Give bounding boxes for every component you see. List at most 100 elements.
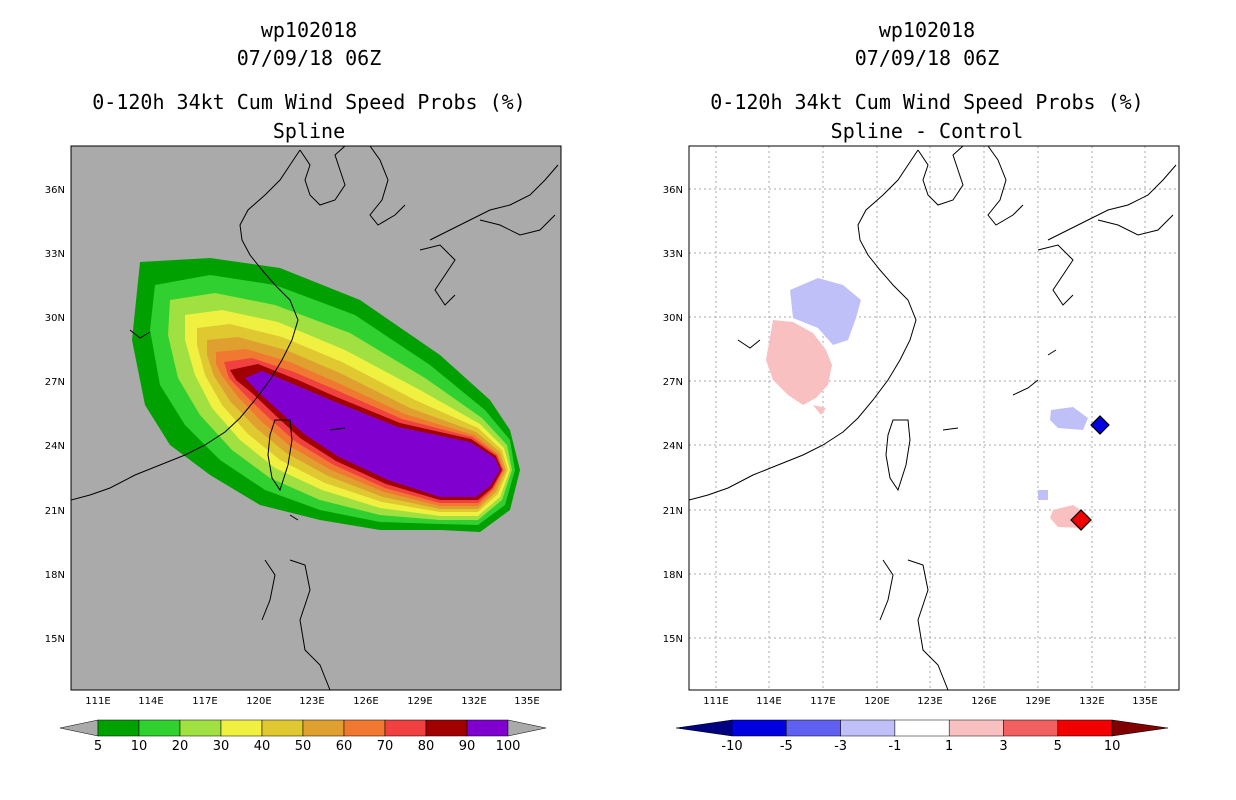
map-frame xyxy=(688,145,1180,691)
datetime-title: 07/09/18 06Z xyxy=(854,46,1000,70)
lat-tick: 33N xyxy=(663,249,683,260)
contour-positive-1 xyxy=(813,405,826,415)
lon-tick: 117E xyxy=(192,696,217,707)
lat-tick: 27N xyxy=(663,377,683,388)
colorbar-bin xyxy=(220,719,263,737)
map-background xyxy=(689,146,1179,690)
colorbar-bin xyxy=(466,719,509,737)
colorbar-bin xyxy=(731,719,787,737)
datetime-title: 07/09/18 06Z xyxy=(236,46,382,70)
lat-tick: 30N xyxy=(663,313,683,324)
colorbar-bin xyxy=(179,719,222,737)
contour-outlines xyxy=(1070,415,1110,531)
colorbar-label: 1 xyxy=(945,739,953,754)
colorbar-label: 20 xyxy=(172,739,189,754)
lat-tick: 36N xyxy=(45,185,65,196)
lat-ticks: 36N 33N 30N 27N 24N 21N 18N 15N xyxy=(45,185,65,645)
lon-tick: 114E xyxy=(138,696,163,707)
colorbar-label: 30 xyxy=(213,739,230,754)
lat-ticks: 36N 33N 30N 27N 24N 21N 18N 15N xyxy=(663,185,683,645)
colorbar-label: 90 xyxy=(459,739,476,754)
colorbar-label: -5 xyxy=(780,739,793,754)
colorbar-bin xyxy=(138,719,181,737)
lat-tick: 36N xyxy=(663,185,683,196)
lat-tick: 30N xyxy=(45,313,65,324)
colorbar-bin xyxy=(343,719,386,737)
colorbar-high-arrow xyxy=(1111,719,1169,737)
colorbar-bin xyxy=(1003,719,1059,737)
method-title: Spline xyxy=(272,119,346,143)
colorbar-label: -3 xyxy=(834,739,847,754)
contour-positive-1 xyxy=(766,320,832,405)
lat-tick: 18N xyxy=(663,570,683,581)
colorbar-bin xyxy=(786,719,841,737)
storm-id-title: wp102018 xyxy=(260,18,358,42)
colorbar-low-arrow xyxy=(675,719,733,737)
lat-tick: 21N xyxy=(45,506,65,517)
colorbar-bin xyxy=(384,719,427,737)
colorbar-low-arrow xyxy=(59,719,99,737)
difference-panel: wp102018 07/09/18 06Z 0-120h 34kt Cum Wi… xyxy=(618,0,1236,800)
lon-tick: 111E xyxy=(85,696,110,707)
lon-tick: 114E xyxy=(756,696,781,707)
colorbar-bin xyxy=(840,719,896,737)
lat-tick: 24N xyxy=(663,441,683,452)
lon-ticks: 111E 114E 117E 120E 123E 126E 129E 132E … xyxy=(85,696,539,707)
lon-tick: 135E xyxy=(1132,696,1157,707)
lat-tick: 33N xyxy=(45,249,65,260)
probability-colorbar: 5 10 20 30 40 50 60 70 80 90 100 xyxy=(59,719,547,754)
colorbar-bin xyxy=(948,719,1004,737)
lat-tick: 24N xyxy=(45,441,65,452)
product-title: 0-120h 34kt Cum Wind Speed Probs (%) xyxy=(710,90,1144,114)
colorbar-label: 3 xyxy=(999,739,1007,754)
lon-ticks: 111E 114E 117E 120E 123E 126E 129E 132E … xyxy=(703,696,1157,707)
lon-tick: 126E xyxy=(971,696,996,707)
lat-tick: 15N xyxy=(45,634,65,645)
colorbar-high-arrow xyxy=(507,719,547,737)
lon-tick: 132E xyxy=(1079,696,1104,707)
lon-tick: 132E xyxy=(461,696,486,707)
colorbar-label: -1 xyxy=(888,739,901,754)
colorbar-label: 40 xyxy=(254,739,271,754)
lon-tick: 129E xyxy=(1025,696,1050,707)
lon-tick: 120E xyxy=(246,696,271,707)
coastlines xyxy=(71,146,559,690)
colorbar-label: 5 xyxy=(94,739,102,754)
colorbar-bin xyxy=(261,719,304,737)
colorbar-label: 50 xyxy=(295,739,312,754)
colorbar-label: 5 xyxy=(1054,739,1062,754)
spline-map: 111E 114E 117E 120E 123E 126E 129E 132E … xyxy=(45,145,562,754)
colorbar-label: 60 xyxy=(336,739,353,754)
method-title: Spline - Control xyxy=(830,119,1024,143)
lon-tick: 117E xyxy=(810,696,835,707)
graticule xyxy=(689,146,1179,690)
lat-tick: 27N xyxy=(45,377,65,388)
spline-panel: wp102018 07/09/18 06Z 0-120h 34kt Cum Wi… xyxy=(45,18,562,754)
lon-tick: 123E xyxy=(917,696,942,707)
contour-negative-1 xyxy=(790,278,861,345)
lat-tick: 21N xyxy=(663,506,683,517)
lon-tick: 129E xyxy=(407,696,432,707)
lon-tick: 126E xyxy=(353,696,378,707)
lon-tick: 111E xyxy=(703,696,728,707)
colorbar-bin xyxy=(1057,719,1113,737)
colorbar-label: -10 xyxy=(721,739,742,754)
difference-colorbar: -10 -5 -3 -1 1 3 5 10 xyxy=(675,719,1169,754)
colorbar-bin xyxy=(425,719,468,737)
colorbar-bin xyxy=(894,719,950,737)
contour-90 xyxy=(245,371,500,497)
lon-tick: 135E xyxy=(514,696,539,707)
storm-id-title: wp102018 xyxy=(878,18,976,42)
probability-contours xyxy=(71,146,559,690)
product-title: 0-120h 34kt Cum Wind Speed Probs (%) xyxy=(92,90,526,114)
colorbar-bin xyxy=(302,719,345,737)
colorbar-label: 100 xyxy=(496,739,521,754)
difference-map: 111E 114E 117E 120E 123E 126E 129E 132E … xyxy=(663,145,1180,754)
map-frame xyxy=(70,145,562,691)
lon-tick: 120E xyxy=(864,696,889,707)
colorbar-label: 10 xyxy=(1104,739,1121,754)
colorbar-label: 80 xyxy=(418,739,435,754)
colorbar-label: 10 xyxy=(131,739,148,754)
lat-tick: 15N xyxy=(663,634,683,645)
contour-negative-1 xyxy=(1038,490,1048,500)
